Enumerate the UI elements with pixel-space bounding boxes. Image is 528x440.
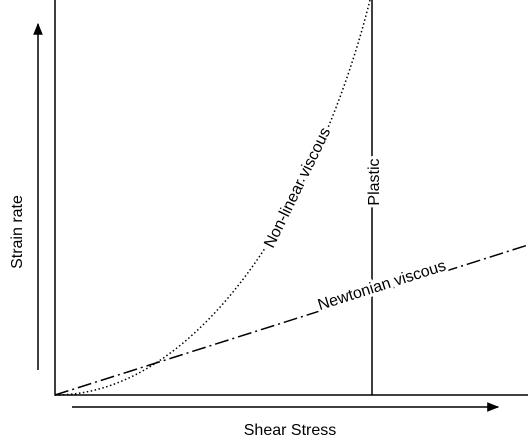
y-axis-label: Strain rate xyxy=(9,195,26,269)
newtonian-line xyxy=(54,244,528,396)
x-axis-label: Shear Stress xyxy=(244,422,336,439)
curve-label: Newtonian viscous xyxy=(316,257,448,314)
plot-frame xyxy=(54,0,528,396)
curve-label: Non-linear viscous xyxy=(261,125,334,251)
curve-label: Plastic xyxy=(366,158,383,205)
non-linear-curve xyxy=(54,0,371,396)
